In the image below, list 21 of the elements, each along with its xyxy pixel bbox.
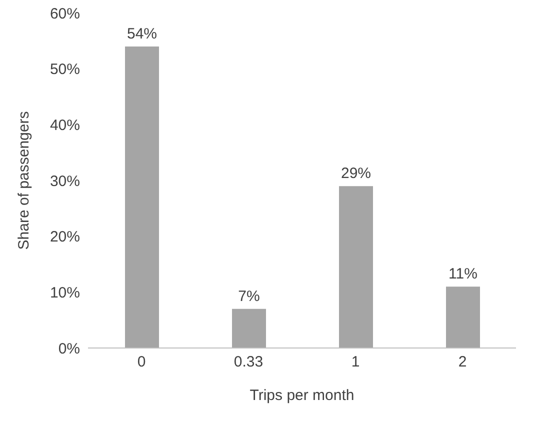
data-label: 29% (340, 165, 372, 182)
y-tick-label: 30% (50, 172, 80, 190)
y-tick-label: 0% (58, 340, 80, 358)
data-label: 7% (238, 288, 260, 305)
y-tick-label: 20% (50, 228, 80, 246)
data-label: 11% (448, 266, 478, 283)
y-axis-title: Share of passengers (15, 111, 32, 250)
bar (446, 286, 480, 348)
bar (339, 186, 373, 348)
data-label: 54% (126, 26, 158, 42)
x-tick-label: 2 (458, 354, 467, 371)
y-tick-label: 10% (50, 284, 80, 302)
y-tick-label: 50% (50, 61, 80, 78)
y-tick-label: 40% (50, 116, 80, 134)
x-tick-label: 0.33 (234, 354, 264, 371)
y-tick-label: 60% (50, 5, 80, 22)
x-tick-label: 0 (137, 354, 146, 371)
bar (125, 46, 159, 348)
bar (232, 308, 266, 348)
x-axis-title: Trips per month (250, 387, 354, 404)
x-tick-label: 1 (351, 354, 360, 371)
